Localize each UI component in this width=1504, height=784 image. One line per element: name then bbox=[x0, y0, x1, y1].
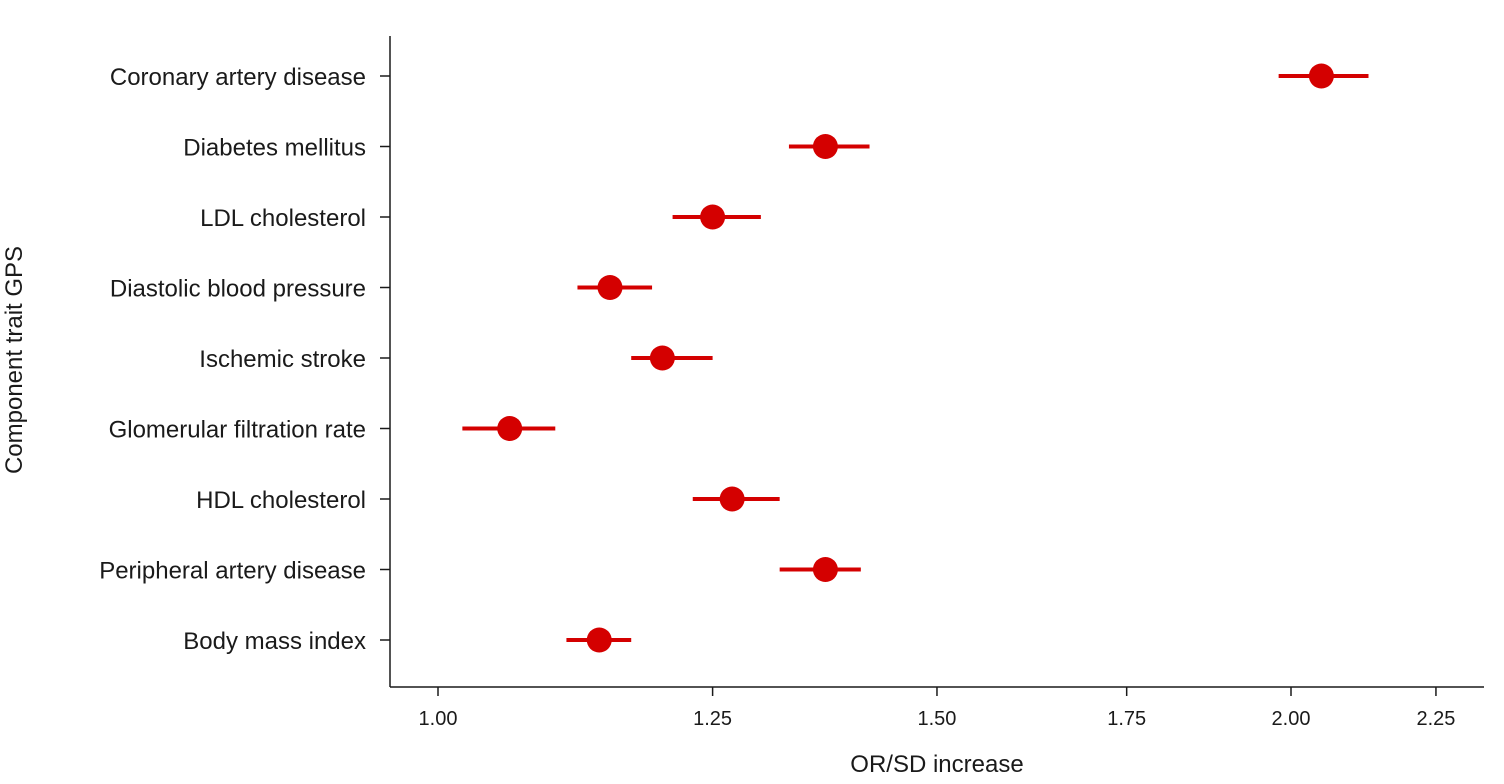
y-axis-title: Component trait GPS bbox=[1, 246, 28, 474]
y-tick-label: Coronary artery disease bbox=[110, 64, 366, 91]
forest-row bbox=[462, 416, 556, 441]
y-tick-label: HDL cholesterol bbox=[196, 487, 366, 514]
y-tick-label: Body mass index bbox=[183, 628, 366, 655]
x-tick-label: 1.00 bbox=[419, 708, 458, 730]
y-tick-label: LDL cholesterol bbox=[200, 205, 366, 232]
point-estimate bbox=[700, 204, 726, 230]
y-axis-ticks: Coronary artery disease Diabetes mellitus… bbox=[99, 64, 390, 655]
x-tick-label: 2.00 bbox=[1272, 708, 1311, 730]
point-estimate bbox=[497, 416, 523, 441]
point-estimate bbox=[649, 345, 675, 371]
forest-row bbox=[788, 134, 870, 159]
x-axis-title: OR/SD increase bbox=[850, 751, 1023, 778]
x-tick-label: 1.50 bbox=[918, 708, 957, 730]
y-tick-label: Glomerular filtration rate bbox=[109, 417, 366, 444]
x-axis-ticks: 1.00 1.25 1.50 1.75 2.00 2.25 bbox=[419, 687, 1455, 730]
forest-row bbox=[672, 204, 761, 230]
point-estimate bbox=[1308, 63, 1334, 89]
forest-row bbox=[692, 486, 780, 512]
data-marks bbox=[462, 63, 1369, 653]
y-tick-label: Ischemic stroke bbox=[199, 346, 366, 373]
y-tick-label: Diastolic blood pressure bbox=[110, 276, 366, 303]
x-tick-label: 1.75 bbox=[1107, 708, 1146, 730]
forest-row bbox=[779, 557, 861, 582]
forest-row bbox=[577, 275, 653, 300]
point-estimate bbox=[586, 627, 612, 653]
x-tick-label: 1.25 bbox=[693, 708, 732, 730]
x-tick-label: 2.25 bbox=[1416, 708, 1455, 730]
y-tick-label: Diabetes mellitus bbox=[183, 135, 366, 162]
forest-row bbox=[566, 627, 632, 653]
point-estimate bbox=[719, 486, 745, 512]
point-estimate bbox=[597, 275, 623, 300]
forest-row bbox=[631, 345, 713, 371]
point-estimate bbox=[812, 134, 838, 159]
forest-row bbox=[1278, 63, 1369, 89]
axes bbox=[389, 36, 1484, 688]
y-tick-label: Peripheral artery disease bbox=[99, 558, 366, 585]
point-estimate bbox=[812, 557, 838, 582]
